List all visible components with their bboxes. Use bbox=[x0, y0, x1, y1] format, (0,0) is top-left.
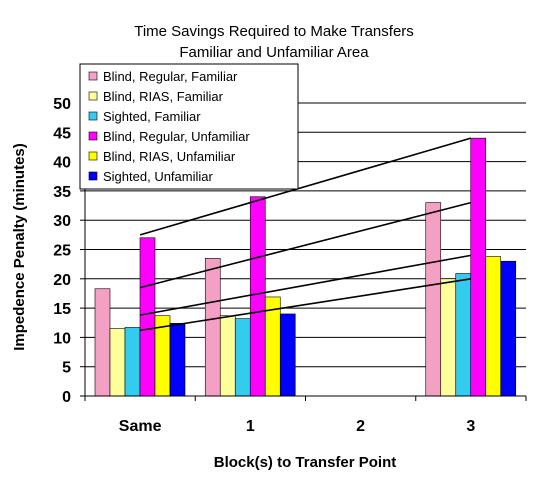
y-tick-labels: 0 5 10 15 20 25 30 35 40 45 50 bbox=[53, 96, 71, 406]
bar-1-same bbox=[94, 288, 111, 397]
bar-4-3 bbox=[470, 137, 487, 397]
bar-1-1 bbox=[204, 257, 221, 397]
bar-6-3 bbox=[500, 260, 517, 397]
bar-3-3 bbox=[455, 273, 472, 397]
bar-5-1 bbox=[264, 296, 281, 397]
y-tick-label: 20 bbox=[53, 272, 71, 289]
legend-label: Blind, RIAS, Unfamiliar bbox=[103, 149, 236, 164]
x-tick-label: 1 bbox=[246, 418, 255, 435]
bar-3-same bbox=[124, 327, 141, 397]
trendlines bbox=[139, 137, 472, 332]
y-tick-label: 30 bbox=[53, 213, 71, 230]
y-tick-label: 40 bbox=[53, 155, 71, 172]
y-tick-label: 15 bbox=[53, 301, 71, 318]
bar-6-1 bbox=[279, 313, 296, 397]
bar-1-3 bbox=[425, 202, 442, 397]
bar-6-same bbox=[169, 323, 186, 397]
legend-label: Sighted, Unfamiliar bbox=[103, 169, 213, 184]
bar-5-3 bbox=[485, 256, 502, 397]
x-tick-label: Same bbox=[119, 418, 162, 435]
x-tick-labels: Same 1 2 3 bbox=[119, 418, 476, 435]
trendline-4 bbox=[140, 278, 471, 332]
trendline-2 bbox=[139, 201, 472, 289]
bar-2-1 bbox=[219, 315, 236, 397]
bar-4-1 bbox=[249, 196, 266, 397]
x-tick-label: 2 bbox=[356, 418, 365, 435]
legend-swatch bbox=[88, 131, 98, 141]
y-tick-label: 50 bbox=[53, 96, 71, 113]
legend-swatch bbox=[88, 171, 98, 181]
chart-subtitle: Familiar and Unfamiliar Area bbox=[179, 44, 369, 61]
bar-2-3 bbox=[440, 278, 457, 397]
y-tick-label: 45 bbox=[53, 125, 71, 142]
y-tick-label: 5 bbox=[62, 360, 71, 377]
legend-swatch bbox=[88, 91, 98, 101]
bar-4-same bbox=[139, 237, 156, 397]
legend-label: Sighted, Familiar bbox=[103, 109, 201, 124]
x-tick-label: 3 bbox=[466, 418, 475, 435]
x-axis-label: Block(s) to Transfer Point bbox=[214, 454, 397, 471]
y-tick-label: 0 bbox=[62, 389, 71, 406]
legend-swatch bbox=[88, 111, 98, 121]
legend-swatch bbox=[88, 71, 98, 81]
bars bbox=[94, 137, 517, 397]
bar-2-same bbox=[109, 328, 126, 397]
legend: Blind, Regular, Familiar Blind, RIAS, Fam… bbox=[79, 63, 299, 190]
y-axis-label: Impedence Penalty (minutes) bbox=[11, 143, 28, 351]
trendline-3 bbox=[139, 254, 472, 316]
bar-3-1 bbox=[234, 318, 251, 397]
trendline-1 bbox=[139, 137, 472, 236]
chart-title: Time Savings Required to Make Transfers bbox=[134, 23, 414, 40]
y-tick-label: 10 bbox=[53, 330, 71, 347]
y-tick-label: 35 bbox=[53, 184, 71, 201]
legend-box bbox=[79, 63, 299, 190]
legend-label: Blind, Regular, Familiar bbox=[103, 69, 238, 84]
legend-label: Blind, Regular, Unfamiliar bbox=[103, 129, 250, 144]
legend-label: Blind, RIAS, Familiar bbox=[103, 89, 224, 104]
y-tick-label: 25 bbox=[53, 243, 71, 260]
legend-swatch bbox=[88, 151, 98, 161]
